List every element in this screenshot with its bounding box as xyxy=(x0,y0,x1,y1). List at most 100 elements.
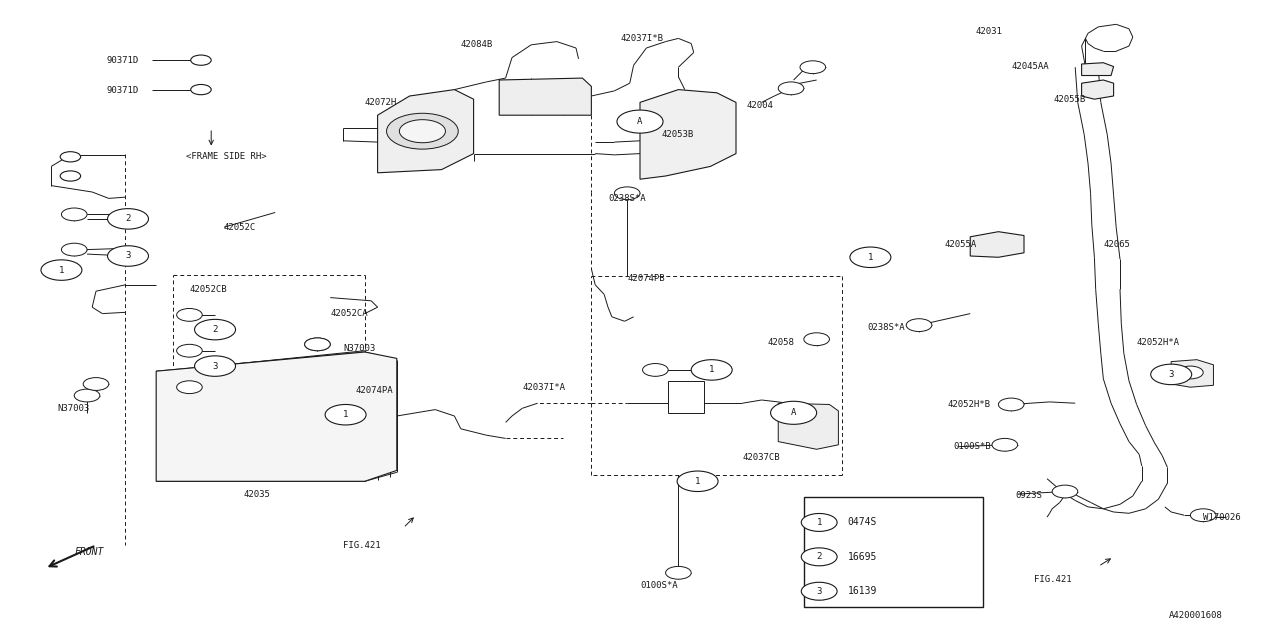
Text: 1: 1 xyxy=(817,518,822,527)
Text: 42052H*A: 42052H*A xyxy=(1137,338,1180,347)
Text: 90371D: 90371D xyxy=(106,56,138,65)
Circle shape xyxy=(992,438,1018,451)
Circle shape xyxy=(801,582,837,600)
Text: 42058: 42058 xyxy=(768,338,795,347)
Text: A: A xyxy=(791,408,796,417)
Polygon shape xyxy=(378,90,474,173)
Circle shape xyxy=(191,84,211,95)
Text: 42037CB: 42037CB xyxy=(742,453,780,462)
Circle shape xyxy=(60,171,81,181)
Circle shape xyxy=(691,360,732,380)
Text: A420001608: A420001608 xyxy=(1169,611,1222,620)
Circle shape xyxy=(1190,509,1216,522)
Text: 16139: 16139 xyxy=(847,586,877,596)
Circle shape xyxy=(801,548,837,566)
Polygon shape xyxy=(970,232,1024,257)
Text: 3: 3 xyxy=(1169,370,1174,379)
Text: A: A xyxy=(637,117,643,126)
Circle shape xyxy=(399,120,445,143)
Text: 42065: 42065 xyxy=(1103,240,1130,249)
Text: 1: 1 xyxy=(343,410,348,419)
Circle shape xyxy=(61,208,87,221)
Polygon shape xyxy=(1082,80,1114,99)
Text: 1: 1 xyxy=(709,365,714,374)
Text: 3: 3 xyxy=(817,587,822,596)
Circle shape xyxy=(83,378,109,390)
Circle shape xyxy=(60,152,81,162)
Circle shape xyxy=(617,110,663,133)
Text: 2: 2 xyxy=(817,552,822,561)
Polygon shape xyxy=(499,78,591,115)
Circle shape xyxy=(195,319,236,340)
Text: 42052C: 42052C xyxy=(224,223,256,232)
Circle shape xyxy=(998,398,1024,411)
Circle shape xyxy=(1178,366,1203,379)
Text: 42045AA: 42045AA xyxy=(1011,62,1048,71)
Text: 42072H: 42072H xyxy=(365,98,397,107)
Text: 0238S*A: 0238S*A xyxy=(868,323,905,332)
Circle shape xyxy=(614,187,640,200)
Circle shape xyxy=(677,471,718,492)
Text: FRONT: FRONT xyxy=(74,547,104,557)
Text: 42055A: 42055A xyxy=(945,240,977,249)
Circle shape xyxy=(195,356,236,376)
Circle shape xyxy=(74,389,100,402)
Text: 42052H*B: 42052H*B xyxy=(947,400,991,409)
Text: FIG.421: FIG.421 xyxy=(343,541,380,550)
Bar xyxy=(668,381,704,413)
Text: 1: 1 xyxy=(868,253,873,262)
Text: 0474S: 0474S xyxy=(847,517,877,527)
Circle shape xyxy=(61,243,87,256)
Circle shape xyxy=(305,338,330,351)
Text: 42052CA: 42052CA xyxy=(330,309,367,318)
Polygon shape xyxy=(778,403,838,449)
Text: 42053B: 42053B xyxy=(662,130,694,139)
Circle shape xyxy=(191,55,211,65)
Circle shape xyxy=(387,113,458,149)
Circle shape xyxy=(850,247,891,268)
Bar xyxy=(804,497,983,607)
Text: FIG.421: FIG.421 xyxy=(1034,575,1071,584)
Polygon shape xyxy=(1082,63,1114,76)
Text: <FRAME SIDE RH>: <FRAME SIDE RH> xyxy=(186,152,266,161)
Text: 0923S: 0923S xyxy=(1015,492,1042,500)
Text: 42035: 42035 xyxy=(243,490,270,499)
Circle shape xyxy=(305,338,330,351)
Polygon shape xyxy=(156,352,397,481)
Text: N37003: N37003 xyxy=(58,404,90,413)
Polygon shape xyxy=(1171,360,1213,387)
Text: 42031: 42031 xyxy=(975,28,1002,36)
Circle shape xyxy=(1052,485,1078,498)
Circle shape xyxy=(666,566,691,579)
Text: N37003: N37003 xyxy=(343,344,375,353)
Text: 1: 1 xyxy=(59,266,64,275)
Text: 3: 3 xyxy=(212,362,218,371)
Text: 42084B: 42084B xyxy=(461,40,493,49)
Text: 42037I*B: 42037I*B xyxy=(621,34,664,43)
Circle shape xyxy=(906,319,932,332)
Circle shape xyxy=(177,308,202,321)
Text: 2: 2 xyxy=(125,214,131,223)
Text: 16695: 16695 xyxy=(847,552,877,562)
Text: 1: 1 xyxy=(695,477,700,486)
Circle shape xyxy=(778,82,804,95)
Circle shape xyxy=(108,209,148,229)
Text: 2: 2 xyxy=(212,325,218,334)
Circle shape xyxy=(325,404,366,425)
Text: 42004: 42004 xyxy=(746,101,773,110)
Circle shape xyxy=(800,61,826,74)
Circle shape xyxy=(801,513,837,531)
Text: 42037I*A: 42037I*A xyxy=(522,383,566,392)
Text: 42074PB: 42074PB xyxy=(627,274,664,283)
Circle shape xyxy=(177,344,202,357)
Circle shape xyxy=(41,260,82,280)
Text: 42074PA: 42074PA xyxy=(356,386,393,395)
Circle shape xyxy=(177,381,202,394)
Circle shape xyxy=(643,364,668,376)
Text: 42052CB: 42052CB xyxy=(189,285,227,294)
Circle shape xyxy=(108,246,148,266)
Polygon shape xyxy=(640,90,736,179)
Circle shape xyxy=(1151,364,1192,385)
Text: 0100S*A: 0100S*A xyxy=(640,581,677,590)
Text: 0238S*A: 0238S*A xyxy=(608,194,645,203)
